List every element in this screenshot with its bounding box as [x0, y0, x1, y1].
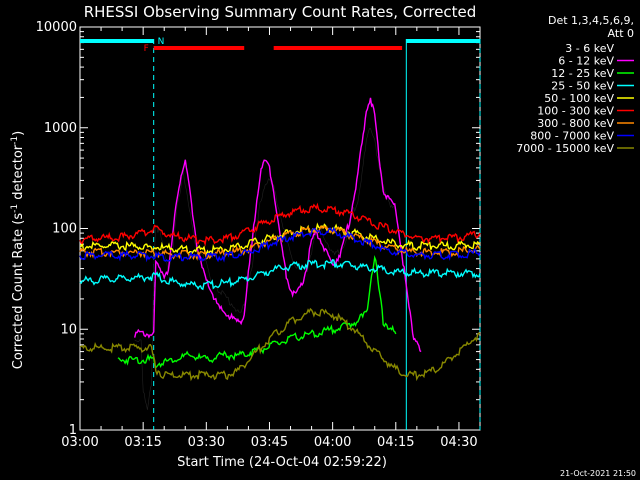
- x-tick-label: 03:15: [124, 435, 161, 450]
- series-line: [79, 226, 481, 263]
- legend-entry-label: 800 - 7000 keV: [530, 130, 614, 143]
- x-tick-label: 04:15: [377, 435, 414, 450]
- footer-date: 21-Oct-2021 21:50: [560, 469, 636, 478]
- series-line: [79, 225, 481, 261]
- y-tick-label: 1: [69, 423, 77, 438]
- x-axis-label: Start Time (24-Oct-04 02:59:22): [177, 455, 387, 470]
- series-line: [134, 97, 422, 353]
- plot-area: 1 10 100 1000 10000 03:00 03:15 03:30 03:45 04:00…: [36, 20, 481, 450]
- series-line: [79, 258, 481, 291]
- y-axis-label: Corrected Count Rate (s-1 detector-1): [10, 131, 26, 369]
- series-line: [79, 307, 481, 382]
- legend-entry-label: 25 - 50 keV: [551, 80, 614, 93]
- night-flag-label: N: [158, 37, 165, 47]
- plot-frame: [79, 26, 481, 431]
- y-tick-label: 10: [60, 322, 77, 337]
- legend-entry-label: 12 - 25 keV: [551, 67, 614, 80]
- y-label-part: ): [11, 131, 26, 136]
- y-label-sup: -1: [10, 204, 20, 213]
- chart-title: RHESSI Observing Summary Count Rates, Co…: [84, 3, 477, 21]
- x-tick-label: 03:00: [61, 435, 98, 450]
- x-tick-label: 03:30: [188, 435, 225, 450]
- svg-text:Corrected Count Rate (s-1 dete: Corrected Count Rate (s-1 detector-1): [10, 131, 26, 369]
- series-line: [79, 202, 481, 247]
- legend-header-line: Att 0: [608, 27, 634, 40]
- legend-entry-label: 7000 - 15000 keV: [516, 142, 614, 155]
- legend-entry-label: 100 - 300 keV: [537, 105, 614, 118]
- legend-header-line: Det 1,3,4,5,6,9,: [548, 14, 634, 27]
- y-label-sup: -1: [10, 136, 20, 145]
- x-tick-label: 03:45: [251, 435, 288, 450]
- flare-flag-label: F: [144, 44, 149, 54]
- x-tick-label: 04:30: [440, 435, 477, 450]
- legend-entry-label: 300 - 800 keV: [537, 117, 614, 130]
- legend-entry-label: 6 - 12 keV: [558, 55, 614, 68]
- y-tick-label: 100: [52, 222, 77, 237]
- y-tick-label: 10000: [36, 20, 77, 35]
- legend-entry-label: 3 - 6 keV: [565, 42, 614, 55]
- y-tick-label: 1000: [44, 121, 77, 136]
- x-tick-label: 04:00: [314, 435, 351, 450]
- y-label-part: detector: [11, 144, 26, 204]
- y-label-part: Corrected Count Rate (s: [11, 213, 26, 370]
- legend-entry-label: 50 - 100 keV: [544, 92, 614, 105]
